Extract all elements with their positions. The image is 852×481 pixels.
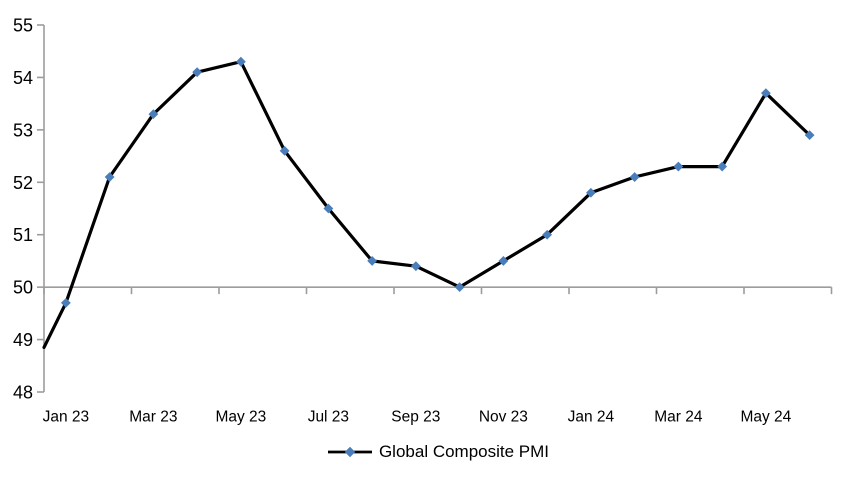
legend: Global Composite PMI xyxy=(44,441,832,463)
y-axis-label: 52 xyxy=(13,173,33,193)
y-axis-label: 54 xyxy=(13,68,33,88)
data-point-marker xyxy=(585,187,596,198)
data-point-marker xyxy=(760,88,771,99)
x-axis-label: Mar 23 xyxy=(129,409,177,426)
data-point-marker xyxy=(542,229,553,240)
x-axis-label: Jul 23 xyxy=(308,409,349,426)
data-point-marker xyxy=(60,297,71,308)
y-axis-label: 53 xyxy=(13,120,33,140)
x-axis-label: Sep 23 xyxy=(391,409,440,426)
data-point-marker xyxy=(410,261,421,272)
legend-diamond-icon xyxy=(344,446,356,458)
legend-label: Global Composite PMI xyxy=(378,442,550,461)
data-point-marker xyxy=(717,161,728,172)
x-axis-label: Mar 24 xyxy=(654,409,703,426)
legend-line-marker-icon xyxy=(327,446,372,458)
y-axis-label: 51 xyxy=(13,225,33,245)
series-line xyxy=(42,60,812,349)
data-point-marker xyxy=(323,203,334,214)
data-point-marker xyxy=(148,109,159,120)
data-point-marker xyxy=(192,67,203,78)
data-point-marker xyxy=(498,256,509,266)
x-axis-label: May 23 xyxy=(215,409,266,426)
y-axis-label: 49 xyxy=(13,330,33,350)
y-axis-label: 50 xyxy=(13,278,33,298)
x-axis-label: Nov 23 xyxy=(479,409,528,426)
data-point-marker xyxy=(104,172,115,182)
data-point-marker xyxy=(367,256,378,266)
y-axis-label: 48 xyxy=(13,383,33,403)
x-axis-label: Jan 24 xyxy=(568,409,615,426)
data-point-marker xyxy=(804,130,815,140)
data-point-marker xyxy=(629,172,640,182)
data-point-marker xyxy=(279,145,290,156)
x-axis-label: Jan 23 xyxy=(43,409,90,426)
x-axis-label: May 24 xyxy=(740,409,791,426)
data-point-marker xyxy=(454,282,465,293)
data-point-marker xyxy=(673,161,684,172)
data-point-marker xyxy=(235,56,246,67)
y-axis-label: 55 xyxy=(13,16,33,36)
